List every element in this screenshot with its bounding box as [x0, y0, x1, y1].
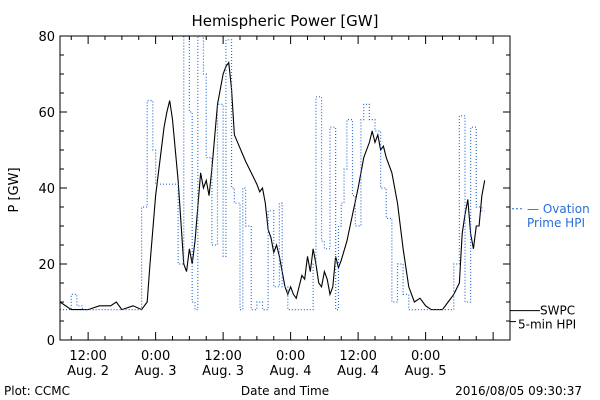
x-axis-label: Date and Time	[241, 384, 329, 398]
x-tick-label-time-3: 0:00	[276, 349, 305, 364]
y-tick-label-3: 60	[38, 106, 55, 121]
x-tick-label-date-5: Aug. 5	[405, 364, 447, 379]
x-tick-label-date-1: Aug. 3	[135, 364, 177, 379]
x-tick-label-date-0: Aug. 2	[67, 364, 109, 379]
y-tick-label-2: 40	[38, 182, 55, 197]
y-tick-label-1: 20	[38, 258, 55, 273]
x-tick-label-date-3: Aug. 4	[270, 364, 312, 379]
series-line-1	[60, 35, 485, 311]
legend-swpc-line1: SWPC	[540, 304, 575, 318]
x-tick-label-time-5: 0:00	[411, 349, 440, 364]
x-tick-label-time-2: 12:00	[204, 349, 241, 364]
y-tick-label-0: 0	[47, 334, 55, 349]
x-tick-label-date-2: Aug. 3	[202, 364, 244, 379]
legend-ovation-line2: Prime HPI	[527, 216, 585, 230]
x-tick-label-time-0: 12:00	[69, 349, 106, 364]
x-tick-label-time-4: 12:00	[339, 349, 376, 364]
x-tick-label-date-4: Aug. 4	[337, 364, 379, 379]
chart-title: Hemispheric Power [GW]	[192, 12, 379, 30]
y-axis-label: P [GW]	[7, 167, 22, 212]
x-tick-label-time-1: 0:00	[141, 349, 170, 364]
series-line-0	[59, 61, 486, 311]
plot-frame	[59, 35, 511, 341]
legend-ovation-line1: — Ovation	[527, 202, 590, 216]
legend-swpc-line2: 5-min HPI	[518, 318, 576, 332]
footer-left: Plot: CCMC	[4, 384, 70, 398]
series-layer	[59, 35, 486, 311]
y-tick-label-4: 80	[38, 30, 55, 45]
footer-right: 2016/08/05 09:30:37	[455, 384, 582, 398]
